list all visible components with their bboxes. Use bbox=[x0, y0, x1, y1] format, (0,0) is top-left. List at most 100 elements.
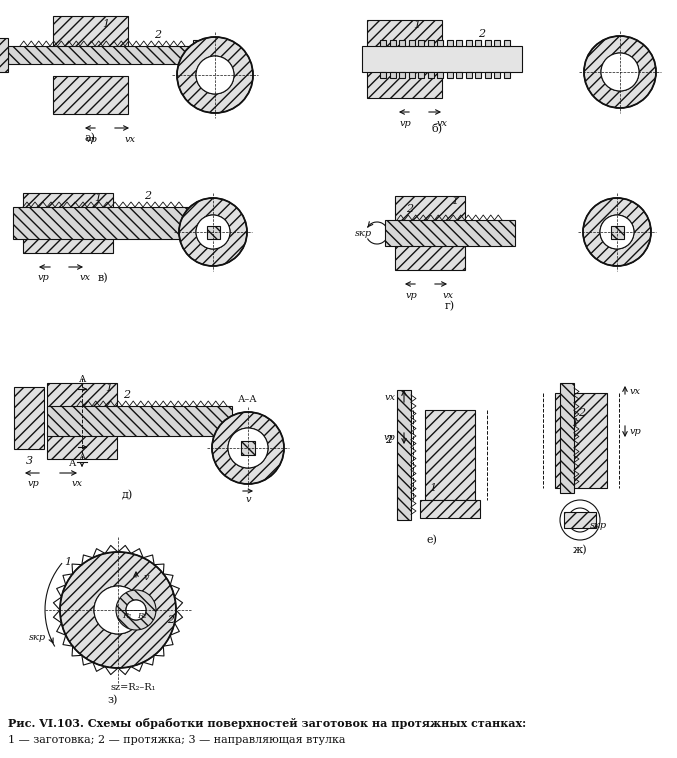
Bar bbox=[23, 235, 113, 253]
Text: vр: vр bbox=[400, 118, 412, 127]
Text: 2: 2 bbox=[154, 30, 162, 40]
Bar bbox=[437, 72, 443, 78]
Bar bbox=[466, 40, 471, 46]
Bar bbox=[437, 40, 443, 46]
Bar bbox=[427, 72, 433, 78]
Text: ж): ж) bbox=[573, 545, 588, 555]
Bar bbox=[418, 72, 424, 78]
Text: sкр: sкр bbox=[590, 521, 607, 530]
Bar bbox=[485, 72, 491, 78]
Text: 2: 2 bbox=[144, 191, 152, 201]
Text: е): е) bbox=[427, 535, 437, 545]
Bar bbox=[14, 387, 44, 449]
Text: 2: 2 bbox=[385, 435, 393, 445]
Text: vх: vх bbox=[437, 118, 447, 127]
Text: 1 — заготовка; 2 — протяжка; 3 — направляющая втулка: 1 — заготовка; 2 — протяжка; 3 — направл… bbox=[8, 735, 345, 745]
Bar bbox=[23, 193, 113, 211]
Wedge shape bbox=[60, 552, 176, 668]
Text: vр: vр bbox=[37, 274, 49, 283]
Bar bbox=[420, 500, 480, 518]
Bar bbox=[427, 40, 433, 46]
Bar bbox=[8, 46, 193, 64]
Bar bbox=[408, 72, 414, 78]
Bar bbox=[564, 512, 596, 528]
Text: vх: vх bbox=[443, 290, 454, 299]
Text: А: А bbox=[68, 459, 76, 468]
Text: v: v bbox=[144, 572, 149, 581]
Text: vр: vр bbox=[384, 434, 396, 443]
Text: vр: vр bbox=[86, 134, 98, 143]
Bar bbox=[456, 72, 462, 78]
Bar bbox=[206, 225, 219, 239]
Bar bbox=[504, 40, 510, 46]
Bar bbox=[367, 68, 442, 98]
Wedge shape bbox=[177, 37, 253, 113]
Text: 2: 2 bbox=[406, 204, 414, 214]
Bar bbox=[494, 40, 500, 46]
Bar bbox=[380, 40, 386, 46]
Text: 1: 1 bbox=[64, 557, 72, 567]
Text: 1: 1 bbox=[414, 20, 420, 30]
Text: vх: vх bbox=[125, 134, 135, 143]
Wedge shape bbox=[212, 412, 284, 484]
Bar bbox=[193, 40, 215, 70]
Circle shape bbox=[601, 53, 639, 91]
Bar bbox=[504, 72, 510, 78]
Bar bbox=[494, 72, 500, 78]
Text: 1: 1 bbox=[106, 383, 112, 393]
Bar bbox=[389, 40, 395, 46]
Wedge shape bbox=[116, 590, 156, 630]
Text: R₁: R₁ bbox=[122, 612, 132, 620]
Bar bbox=[456, 40, 462, 46]
Text: sкр: sкр bbox=[355, 228, 372, 237]
Bar bbox=[447, 72, 452, 78]
Text: vр: vр bbox=[28, 480, 40, 488]
Circle shape bbox=[126, 600, 146, 620]
Text: vх: vх bbox=[72, 480, 83, 488]
Text: sкр: sкр bbox=[28, 634, 45, 643]
Circle shape bbox=[228, 428, 268, 468]
Text: г): г) bbox=[445, 301, 455, 311]
Bar bbox=[53, 76, 128, 114]
Text: А: А bbox=[79, 453, 87, 462]
Bar bbox=[399, 40, 405, 46]
Bar bbox=[395, 196, 465, 224]
Bar bbox=[425, 410, 475, 500]
Bar bbox=[418, 40, 424, 46]
Bar bbox=[447, 40, 452, 46]
Bar bbox=[389, 72, 395, 78]
Circle shape bbox=[196, 215, 230, 249]
Wedge shape bbox=[583, 198, 651, 266]
Bar bbox=[555, 393, 607, 488]
Text: а): а) bbox=[85, 133, 95, 143]
Circle shape bbox=[196, 56, 234, 94]
Text: з): з) bbox=[108, 695, 118, 705]
Text: б): б) bbox=[431, 123, 443, 133]
Text: в): в) bbox=[97, 273, 108, 283]
Bar bbox=[0, 38, 8, 72]
Bar bbox=[367, 20, 442, 50]
Bar bbox=[466, 72, 471, 78]
Circle shape bbox=[568, 508, 592, 532]
Text: vх: vх bbox=[630, 387, 640, 396]
Text: vх: vх bbox=[79, 274, 91, 283]
Bar bbox=[53, 16, 128, 54]
Bar bbox=[560, 383, 574, 493]
Text: 1: 1 bbox=[94, 193, 102, 203]
Text: А: А bbox=[79, 374, 87, 384]
Bar bbox=[13, 207, 198, 239]
Bar bbox=[380, 72, 386, 78]
Bar bbox=[362, 46, 522, 72]
Text: vр: vр bbox=[406, 290, 418, 299]
Bar bbox=[397, 390, 411, 520]
Wedge shape bbox=[584, 36, 656, 108]
Bar bbox=[611, 225, 624, 239]
Bar bbox=[47, 431, 117, 459]
Text: sz=R₂–R₁: sz=R₂–R₁ bbox=[110, 684, 156, 693]
Text: д): д) bbox=[121, 490, 133, 500]
Text: vр: vр bbox=[629, 427, 641, 436]
Bar bbox=[475, 40, 481, 46]
Text: 2: 2 bbox=[578, 408, 586, 418]
Bar bbox=[395, 242, 465, 270]
Text: 1: 1 bbox=[429, 483, 437, 493]
